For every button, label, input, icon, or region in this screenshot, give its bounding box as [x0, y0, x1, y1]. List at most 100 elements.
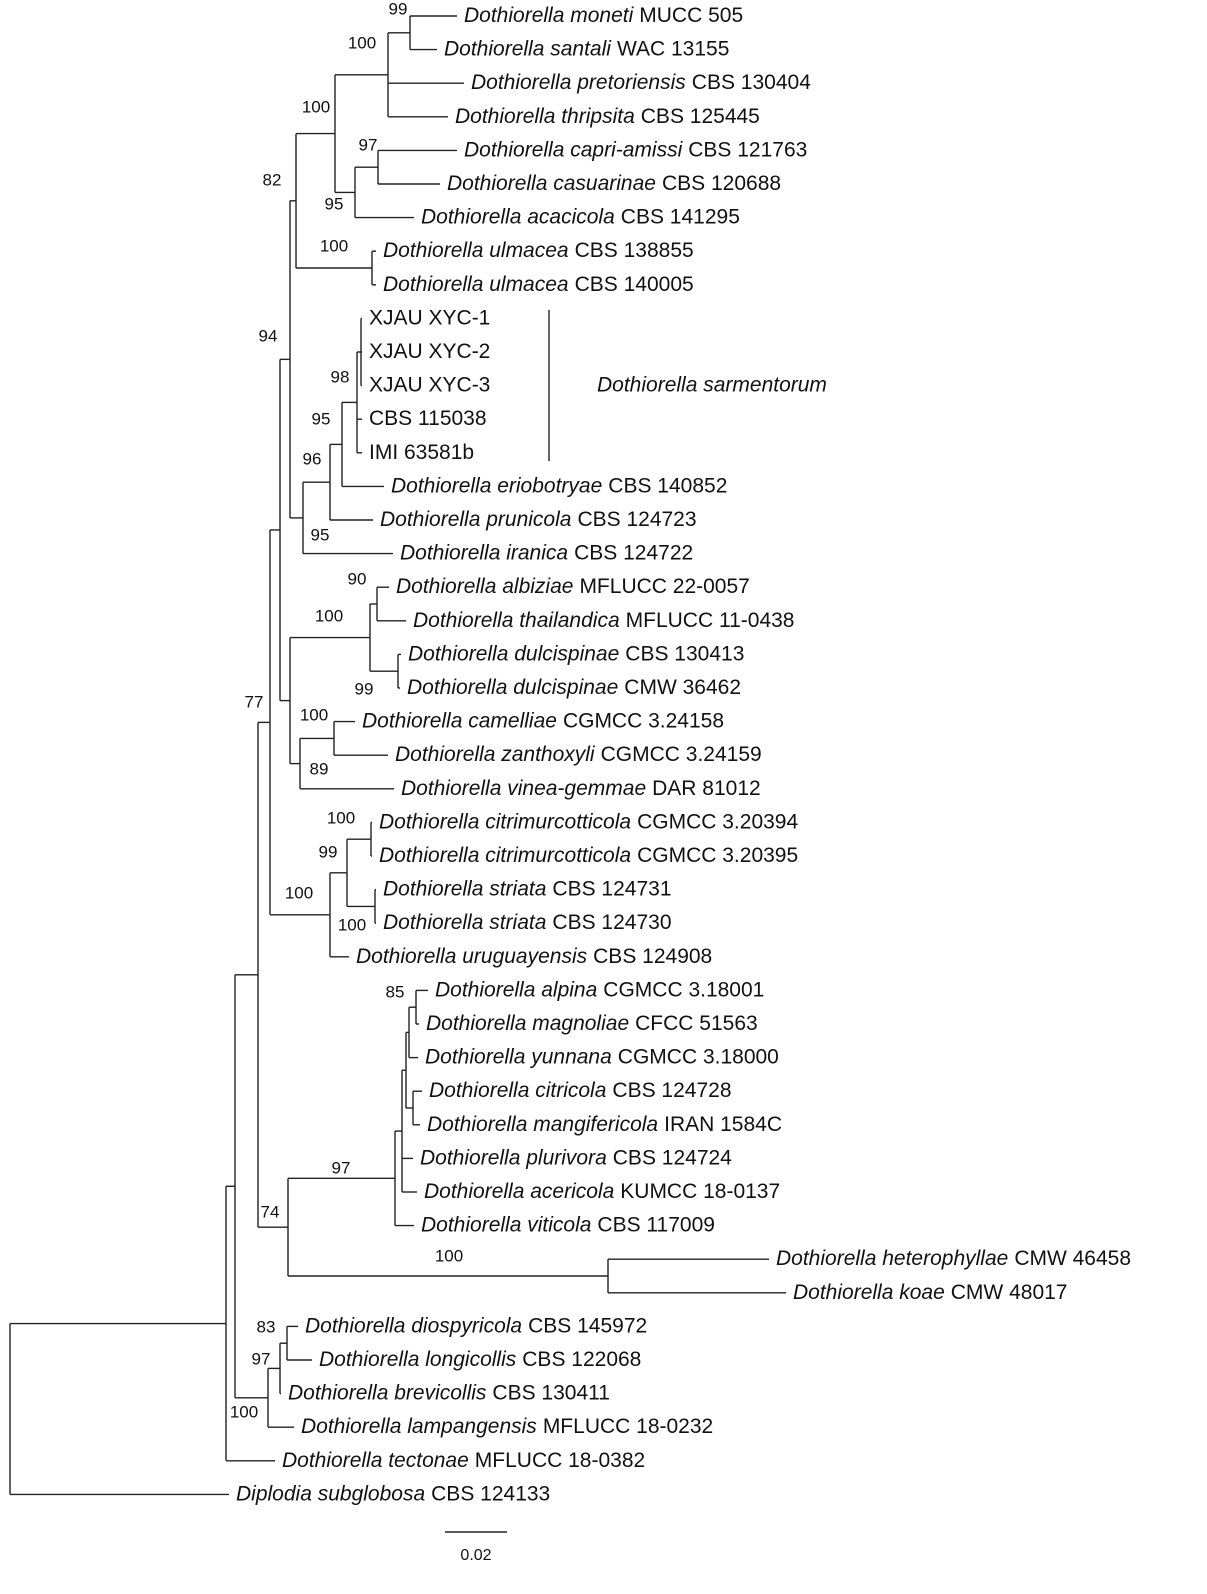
- taxon-label: Dothiorella plurivora CBS 124724: [420, 1146, 732, 1169]
- species-name: Dothiorella acericola: [424, 1180, 614, 1203]
- taxon-label: Dothiorella acericola KUMCC 18-0137: [424, 1180, 780, 1203]
- taxon-label: Dothiorella casuarinae CBS 120688: [447, 172, 781, 195]
- strain: DAR 81012: [652, 776, 761, 799]
- taxon-label: Dothiorella viticola CBS 117009: [421, 1213, 715, 1236]
- strain: CBS 124728: [612, 1079, 731, 1102]
- strain: WAC 13155: [617, 37, 729, 60]
- taxon-label: Dothiorella santali WAC 13155: [444, 37, 729, 60]
- species-name: Diplodia subglobosa: [236, 1482, 425, 1505]
- taxon-label: Dothiorella striata CBS 124731: [383, 877, 672, 900]
- species-name: Dothiorella casuarinae: [447, 172, 656, 195]
- strain: CBS 124722: [574, 541, 693, 564]
- species-name: Dothiorella brevicollis: [288, 1381, 487, 1404]
- strain: CGMCC 3.18000: [618, 1045, 779, 1068]
- taxon-label: Dothiorella ulmacea CBS 138855: [383, 239, 694, 262]
- taxon-label: Dothiorella dulcispinae CMW 36462: [407, 676, 741, 699]
- taxon-label: CBS 115038: [369, 407, 487, 430]
- strain: CBS 115038: [369, 407, 487, 430]
- species-name: Dothiorella thailandica: [413, 608, 620, 631]
- support-value: 100: [230, 1402, 258, 1421]
- strain: MFLUCC 22-0057: [579, 575, 749, 598]
- strain: MFLUCC 18-0382: [475, 1448, 645, 1471]
- species-name: Dothiorella viticola: [421, 1213, 591, 1236]
- strain: MFLUCC 11-0438: [626, 608, 795, 631]
- support-value: 77: [245, 692, 264, 711]
- species-name: Dothiorella pretoriensis: [471, 71, 686, 94]
- strain: CGMCC 3.18001: [603, 978, 764, 1001]
- strain: CBS 140005: [575, 272, 694, 295]
- taxon-label: Dothiorella prunicola CBS 124723: [380, 508, 697, 531]
- taxon-label: Dothiorella albiziae MFLUCC 22-0057: [396, 575, 750, 598]
- strain: CBS 122068: [522, 1348, 641, 1371]
- support-value: 83: [257, 1317, 276, 1336]
- taxon-label: Dothiorella citricola CBS 124728: [429, 1079, 732, 1102]
- strain: MFLUCC 18-0232: [543, 1415, 713, 1438]
- taxon-label: Dothiorella mangifericola IRAN 1584C: [427, 1112, 782, 1135]
- species-name: Dothiorella moneti: [464, 4, 635, 27]
- taxon-label: XJAU XYC-1: [369, 306, 490, 329]
- strain: CBS 145972: [528, 1314, 647, 1337]
- taxon-label: Dothiorella brevicollis CBS 130411: [288, 1381, 610, 1404]
- strain: CBS 138855: [575, 239, 694, 262]
- species-name: Dothiorella dulcispinae: [408, 642, 619, 665]
- taxon-label: XJAU XYC-3: [369, 373, 490, 396]
- species-name: Dothiorella ulmacea: [383, 272, 569, 295]
- taxon-label: Dothiorella diospyricola CBS 145972: [305, 1314, 647, 1337]
- species-name: Dothiorella uruguayensis: [356, 944, 588, 967]
- support-value: 99: [355, 679, 374, 698]
- strain: CBS 124133: [431, 1482, 550, 1505]
- species-name: Dothiorella albiziae: [396, 575, 573, 598]
- taxon-label: IMI 63581b: [369, 440, 474, 463]
- taxon-label: Dothiorella ulmacea CBS 140005: [383, 272, 694, 295]
- taxon-label: Dothiorella pretoriensis CBS 130404: [471, 71, 811, 94]
- species-name: Dothiorella plurivora: [420, 1146, 607, 1169]
- species-name: Dothiorella striata: [383, 877, 546, 900]
- support-value: 90: [348, 569, 367, 588]
- taxon-label: Dothiorella iranica CBS 124722: [400, 541, 693, 564]
- support-value: 95: [311, 525, 330, 544]
- strain: CBS 124908: [593, 944, 712, 967]
- taxon-label: Dothiorella magnoliae CFCC 51563: [426, 1012, 758, 1035]
- strain: CBS 140852: [608, 474, 727, 497]
- strain: CGMCC 3.24159: [601, 743, 762, 766]
- taxon-label: Dothiorella capri-amissi CBS 121763: [464, 138, 807, 161]
- species-name: Dothiorella tectonae: [282, 1448, 469, 1471]
- scale-label: 0.02: [460, 1547, 491, 1564]
- strain: CBS 125445: [641, 104, 760, 127]
- species-name: Dothiorella thripsita: [455, 104, 635, 127]
- taxon-label: Dothiorella dulcispinae CBS 130413: [408, 642, 744, 665]
- species-name: Dothiorella ulmacea: [383, 239, 569, 262]
- support-value: 96: [303, 449, 322, 468]
- strain: CBS 121763: [688, 138, 807, 161]
- taxon-label: Dothiorella lampangensis MFLUCC 18-0232: [301, 1415, 713, 1438]
- taxon-label: Dothiorella acacicola CBS 141295: [421, 205, 740, 228]
- strain: CBS 124723: [577, 508, 696, 531]
- strain: XJAU XYC-1: [369, 306, 490, 329]
- taxon-label: Diplodia subglobosa CBS 124133: [236, 1482, 550, 1505]
- support-value: 99: [389, 0, 408, 18]
- support-value: 74: [261, 1202, 280, 1221]
- strain: CBS 120688: [662, 172, 781, 195]
- species-name: Dothiorella alpina: [435, 978, 597, 1001]
- support-value: 100: [300, 705, 328, 724]
- support-value: 97: [252, 1349, 271, 1368]
- strain: CBS 124724: [613, 1146, 732, 1169]
- strain: CMW 36462: [624, 676, 741, 699]
- taxon-label: Dothiorella vinea-gemmae DAR 81012: [401, 776, 761, 799]
- species-name: Dothiorella citrimurcotticola: [379, 810, 631, 833]
- species-name: Dothiorella iranica: [400, 541, 568, 564]
- species-name: Dothiorella mangifericola: [427, 1112, 658, 1135]
- taxon-label: Dothiorella moneti MUCC 505: [464, 4, 743, 27]
- support-value: 85: [386, 982, 405, 1001]
- taxon-label: Dothiorella citrimurcotticola CGMCC 3.203…: [379, 810, 798, 833]
- support-value: 100: [348, 33, 376, 52]
- taxon-label: Dothiorella thripsita CBS 125445: [455, 104, 760, 127]
- taxon-label: Dothiorella thailandica MFLUCC 11-0438: [413, 608, 794, 631]
- support-value: 98: [331, 367, 350, 386]
- support-value: 95: [312, 409, 331, 428]
- strain: CBS 130411: [492, 1381, 610, 1404]
- species-name: Dothiorella citrimurcotticola: [379, 844, 631, 867]
- support-value: 100: [338, 915, 366, 934]
- support-value: 100: [320, 236, 348, 255]
